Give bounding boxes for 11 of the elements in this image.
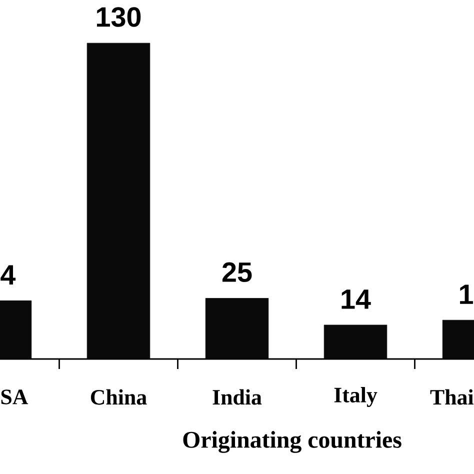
- data-label: 130: [96, 7, 141, 27]
- annotation: 4: [0, 265, 16, 284]
- x-tick-label: Thai: [430, 389, 474, 405]
- x-axis-title: Originating countries: [183, 431, 402, 453]
- x-tick-label: Italy: [334, 387, 378, 407]
- annotation: 1: [460, 284, 474, 304]
- data-label: 25: [222, 262, 252, 282]
- data-label: 14: [342, 290, 371, 309]
- x-tick-label: SA: [1, 390, 28, 404]
- x-tick-label: India: [212, 389, 262, 405]
- x-tick-label: China: [90, 389, 147, 405]
